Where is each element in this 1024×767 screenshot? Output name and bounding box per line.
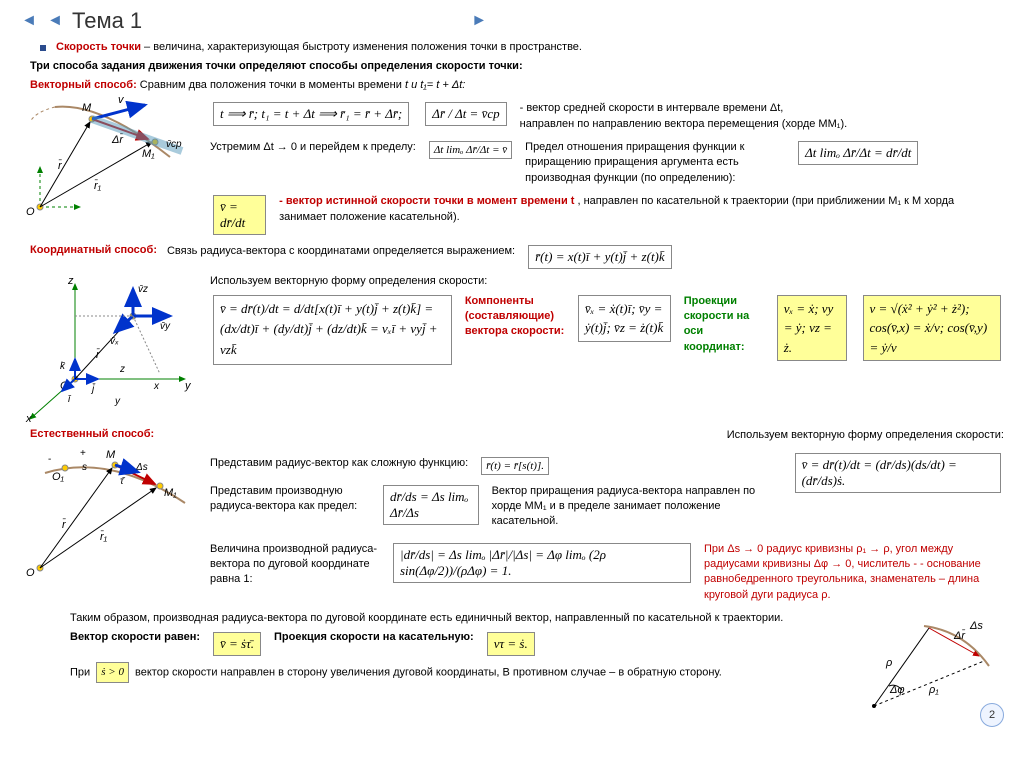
svg-text:M₁: M₁ bbox=[142, 148, 155, 160]
nat-text1: Представим радиус-вектор как сложную фун… bbox=[210, 456, 468, 471]
intro-def: – величина, характеризующая быстроту изм… bbox=[144, 41, 582, 53]
vec-true-text: - вектор истинной скорости точки в момен… bbox=[279, 195, 574, 207]
three-methods: Три способа задания движения точки опред… bbox=[30, 59, 1004, 74]
vector-method-header: Векторный способ: Сравним два положения … bbox=[30, 78, 1004, 93]
bullet-icon bbox=[40, 45, 46, 51]
nat-sign1: При bbox=[70, 666, 93, 678]
nat-chain-formula: v̄ = dr̄(t)/dt = (dr̄/ds)(ds/dt) = (dr̄/… bbox=[795, 453, 1001, 493]
nat-vect-text: Вектор скорости равен: bbox=[70, 631, 200, 643]
svg-text:v̄y: v̄y bbox=[160, 321, 171, 332]
nat-proj-text: Проекция скорости на касательную: bbox=[274, 631, 474, 643]
nat-formula3: |dr̄/ds| = Δs limₒ |Δr̄|/|Δs| = Δφ limₒ … bbox=[393, 543, 691, 583]
nat-proj-formula: vτ = ṡ. bbox=[487, 632, 535, 656]
vector-label: Векторный способ: bbox=[30, 79, 137, 91]
nat-radius-text: При Δs → 0 радиус кривизны ρ₁ → ρ, угол … bbox=[704, 542, 1004, 604]
coord-proj-formula: vₓ = ẋ; vy = ẏ; vz = ż. bbox=[777, 295, 847, 362]
svg-text:M₁: M₁ bbox=[164, 487, 177, 499]
intro-row: Скорость точки – величина, характеризующ… bbox=[40, 40, 1004, 55]
vector-vars: t и t₁= t + Δt: bbox=[405, 79, 465, 91]
coord-diagram: z y x O k̄ j̄ ī r̄ v̄z v̄y v̄ₓ z x y bbox=[20, 274, 200, 424]
vector-diagram: O r̄ r̄₁ M M₁ Δr̄ v̄ v̄ср bbox=[20, 97, 200, 227]
svg-text:y: y bbox=[114, 396, 121, 407]
coord-text2: Используем векторную форму определения с… bbox=[210, 274, 1004, 289]
svg-text:Δs: Δs bbox=[969, 620, 983, 632]
svg-text:-: - bbox=[48, 454, 51, 465]
svg-text:ī: ī bbox=[68, 394, 72, 405]
svg-text:j̄: j̄ bbox=[90, 382, 96, 395]
page-title: Тема 1 bbox=[72, 8, 142, 34]
coord-comp-text: Компоненты (составляющие) вектора скорос… bbox=[465, 294, 565, 340]
natural-reuse: Используем векторную форму определения с… bbox=[727, 428, 1004, 443]
vec-lim-text: Устремим Δt → 0 и перейдем к пределу: bbox=[210, 140, 416, 155]
formula-vec-2: Δr̄ / Δt = v̄ср bbox=[425, 102, 506, 126]
nat-sign-formula: ṡ > 0 bbox=[96, 662, 129, 683]
svg-text:v̄z: v̄z bbox=[138, 284, 148, 295]
formula-vec-1: t ⟹ r̄; t₁ = t + Δt ⟹ r̄₁ = r̄ + Δr̄; bbox=[213, 102, 409, 126]
svg-text:r̄: r̄ bbox=[96, 348, 101, 361]
vec-avg-text2: направлен по направлению вектора перемещ… bbox=[520, 117, 848, 132]
coord-mag-formula: v = √(ẋ² + ẏ² + ż²); cos(v̄,x) = ẋ/v; co… bbox=[863, 295, 1001, 362]
natural-diagram: O O₁ - + s M M₁ Δs τ̄ r̄ r̄₁ bbox=[20, 448, 200, 578]
natural-label: Естественный способ: bbox=[30, 428, 154, 440]
svg-text:v̄ср: v̄ср bbox=[166, 139, 182, 150]
nat-chord: Вектор приращения радиуса-вектора направ… bbox=[492, 484, 782, 530]
page-number: 2 bbox=[980, 703, 1004, 727]
vec-lim-def: Предел отношения приращения функции к пр… bbox=[525, 140, 785, 186]
svg-text:y: y bbox=[184, 380, 192, 392]
formula-vec-lim-b: Δt limₒ Δr̄/Δt = dr̄/dt bbox=[798, 141, 918, 165]
svg-text:M: M bbox=[106, 449, 116, 461]
coord-main-formula: v̄ = dr̄(t)/dt = d/dt[x(t)ī + y(t)j̄ + z… bbox=[213, 295, 452, 365]
svg-text:+: + bbox=[80, 448, 86, 459]
svg-text:O: O bbox=[26, 206, 35, 218]
nat-text3: Величина производной радиуса-вектора по … bbox=[210, 542, 380, 588]
svg-text:z: z bbox=[67, 275, 74, 287]
formula-vec-lim-a: Δt limₒ Δr̄/Δt = v̄ bbox=[429, 141, 512, 159]
svg-text:r̄: r̄ bbox=[62, 518, 67, 531]
nat-text2: Представим производную радиуса-вектора к… bbox=[210, 484, 370, 515]
nat-sign2: вектор скорости направлен в сторону увел… bbox=[135, 666, 722, 678]
nav-back-icon[interactable]: ◄ bbox=[20, 12, 38, 30]
nav-prev-icon[interactable]: ◄ bbox=[46, 12, 64, 30]
vector-text1: Сравним два положения точки в моменты вр… bbox=[140, 79, 405, 91]
nat-unit-text: Таким образом, производная радиуса-векто… bbox=[70, 611, 844, 626]
svg-text:v̄ₓ: v̄ₓ bbox=[110, 336, 119, 347]
svg-text:v̄: v̄ bbox=[118, 97, 125, 106]
svg-text:x: x bbox=[153, 381, 160, 392]
nat-formula2: dr̄/ds = Δs limₒ Δr̄/Δs bbox=[383, 485, 479, 525]
formula-v-true: v̄ = dr̄/dt bbox=[213, 195, 266, 235]
svg-text:r̄₁: r̄₁ bbox=[94, 179, 102, 192]
svg-text:ρ: ρ bbox=[885, 657, 892, 669]
svg-text:z: z bbox=[119, 364, 125, 375]
intro-term: Скорость точки bbox=[56, 41, 141, 53]
coord-comp-formula: v̄ₓ = ẋ(t)ī; v̄y = ẏ(t)j̄; v̄z = ż(t)k̄ bbox=[578, 295, 671, 342]
nat-formula1: r̄(t) = r̄[s(t)]. bbox=[481, 457, 549, 475]
svg-text:O: O bbox=[26, 567, 35, 578]
header: ◄ ◄ Тема 1 ► bbox=[20, 8, 1004, 34]
nav-next-icon[interactable]: ► bbox=[470, 12, 488, 30]
svg-text:k̄: k̄ bbox=[60, 361, 66, 372]
coord-proj-text: Проекции скорости на оси координат: bbox=[684, 294, 764, 356]
vec-avg-text: - вектор средней скорости в интервале вр… bbox=[520, 101, 848, 116]
svg-text:O₁: O₁ bbox=[52, 471, 65, 483]
svg-text:τ̄: τ̄ bbox=[120, 476, 126, 487]
svg-text:Δr̄: Δr̄ bbox=[953, 629, 966, 642]
svg-text:ρ₁: ρ₁ bbox=[928, 684, 939, 696]
svg-text:x: x bbox=[25, 413, 32, 424]
svg-text:r̄₁: r̄₁ bbox=[100, 530, 108, 543]
curvature-diagram: ρ ρ₁ Δφ Δs Δr̄ bbox=[854, 611, 1004, 721]
svg-text:s: s bbox=[82, 462, 87, 473]
coord-formula-r: r̄(t) = x(t)ī + y(t)j̄ + z(t)k̄ bbox=[528, 245, 672, 269]
svg-text:Δr̄: Δr̄ bbox=[111, 133, 124, 146]
coord-label: Координатный способ: bbox=[30, 244, 157, 256]
nat-vect-formula: v̄ = ṡτ̄. bbox=[213, 632, 261, 656]
svg-text:M: M bbox=[82, 102, 92, 114]
coord-text1: Связь радиуса-вектора с координатами опр… bbox=[167, 244, 515, 259]
